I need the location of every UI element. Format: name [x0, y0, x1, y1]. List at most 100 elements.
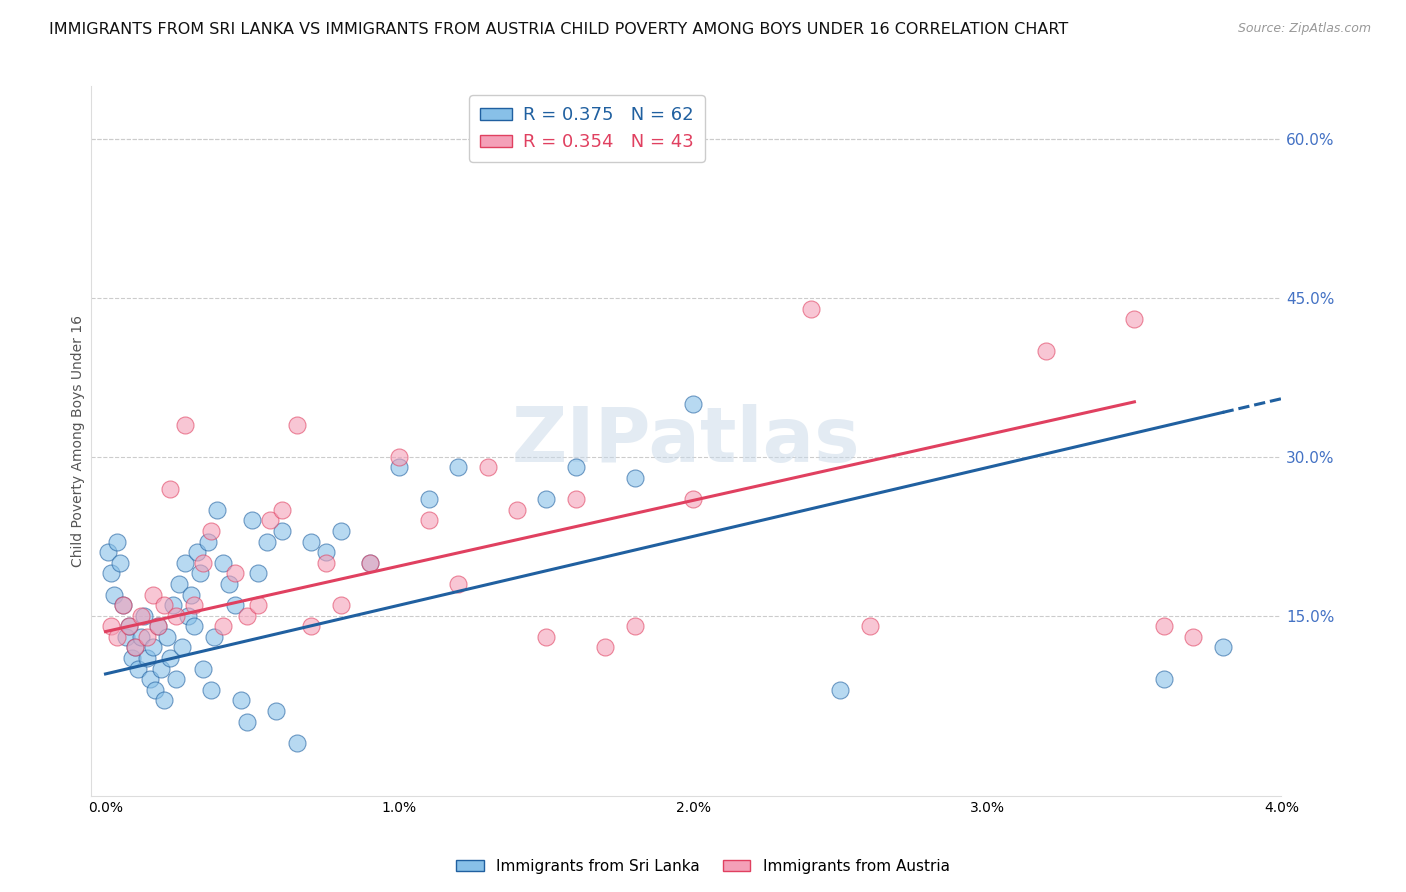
Point: [186, 545, 208, 559]
Point: [623, 471, 645, 485]
Point: [129, 608, 152, 623]
Point: [682, 397, 704, 411]
Point: [1212, 640, 1234, 655]
Point: [121, 651, 143, 665]
Point: [388, 460, 411, 475]
Point: [682, 492, 704, 507]
Point: [264, 704, 287, 718]
Point: [153, 693, 176, 707]
Point: [141, 588, 163, 602]
Point: [150, 662, 173, 676]
Point: [329, 524, 352, 538]
Point: [100, 619, 122, 633]
Point: [212, 556, 235, 570]
Point: [159, 482, 181, 496]
Point: [388, 450, 411, 464]
Point: [156, 630, 179, 644]
Point: [108, 556, 131, 570]
Point: [359, 556, 381, 570]
Point: [118, 619, 141, 633]
Point: [315, 556, 337, 570]
Point: [115, 630, 138, 644]
Point: [329, 598, 352, 612]
Point: [159, 651, 181, 665]
Point: [145, 682, 167, 697]
Point: [247, 598, 270, 612]
Point: [506, 503, 529, 517]
Point: [315, 545, 337, 559]
Point: [153, 598, 176, 612]
Point: [177, 608, 200, 623]
Point: [623, 619, 645, 633]
Point: [212, 619, 235, 633]
Point: [129, 630, 152, 644]
Point: [138, 672, 160, 686]
Point: [1123, 312, 1146, 326]
Point: [536, 492, 558, 507]
Point: [197, 534, 219, 549]
Text: Source: ZipAtlas.com: Source: ZipAtlas.com: [1237, 22, 1371, 36]
Point: [132, 608, 155, 623]
Point: [229, 693, 252, 707]
Point: [191, 556, 214, 570]
Point: [1035, 344, 1057, 359]
Point: [224, 598, 246, 612]
Legend: R = 0.375   N = 62, R = 0.354   N = 43: R = 0.375 N = 62, R = 0.354 N = 43: [470, 95, 704, 162]
Point: [800, 301, 823, 316]
Point: [235, 714, 257, 729]
Text: ZIPatlas: ZIPatlas: [512, 404, 860, 478]
Point: [536, 630, 558, 644]
Point: [1182, 630, 1205, 644]
Point: [188, 566, 211, 581]
Point: [418, 492, 440, 507]
Point: [218, 577, 240, 591]
Point: [97, 545, 120, 559]
Point: [565, 460, 588, 475]
Point: [112, 598, 135, 612]
Point: [447, 460, 470, 475]
Point: [165, 608, 187, 623]
Point: [173, 418, 195, 433]
Point: [183, 598, 205, 612]
Point: [359, 556, 381, 570]
Point: [162, 598, 184, 612]
Point: [1153, 672, 1175, 686]
Point: [112, 598, 135, 612]
Point: [200, 682, 222, 697]
Point: [127, 662, 149, 676]
Point: [103, 588, 125, 602]
Point: [135, 651, 157, 665]
Point: [167, 577, 190, 591]
Point: [165, 672, 187, 686]
Point: [242, 513, 264, 527]
Point: [1153, 619, 1175, 633]
Point: [299, 534, 322, 549]
Point: [170, 640, 193, 655]
Point: [224, 566, 246, 581]
Point: [205, 503, 228, 517]
Point: [124, 640, 146, 655]
Point: [285, 418, 308, 433]
Point: [202, 630, 225, 644]
Point: [135, 630, 157, 644]
Point: [477, 460, 499, 475]
Point: [124, 640, 146, 655]
Point: [235, 608, 257, 623]
Point: [100, 566, 122, 581]
Point: [200, 524, 222, 538]
Legend: Immigrants from Sri Lanka, Immigrants from Austria: Immigrants from Sri Lanka, Immigrants fr…: [450, 853, 956, 880]
Point: [141, 640, 163, 655]
Point: [183, 619, 205, 633]
Point: [859, 619, 882, 633]
Point: [270, 524, 292, 538]
Point: [270, 503, 292, 517]
Point: [148, 619, 170, 633]
Point: [299, 619, 322, 633]
Point: [285, 736, 308, 750]
Point: [105, 534, 128, 549]
Point: [418, 513, 440, 527]
Point: [247, 566, 270, 581]
Point: [180, 588, 202, 602]
Point: [830, 682, 852, 697]
Text: IMMIGRANTS FROM SRI LANKA VS IMMIGRANTS FROM AUSTRIA CHILD POVERTY AMONG BOYS UN: IMMIGRANTS FROM SRI LANKA VS IMMIGRANTS …: [49, 22, 1069, 37]
